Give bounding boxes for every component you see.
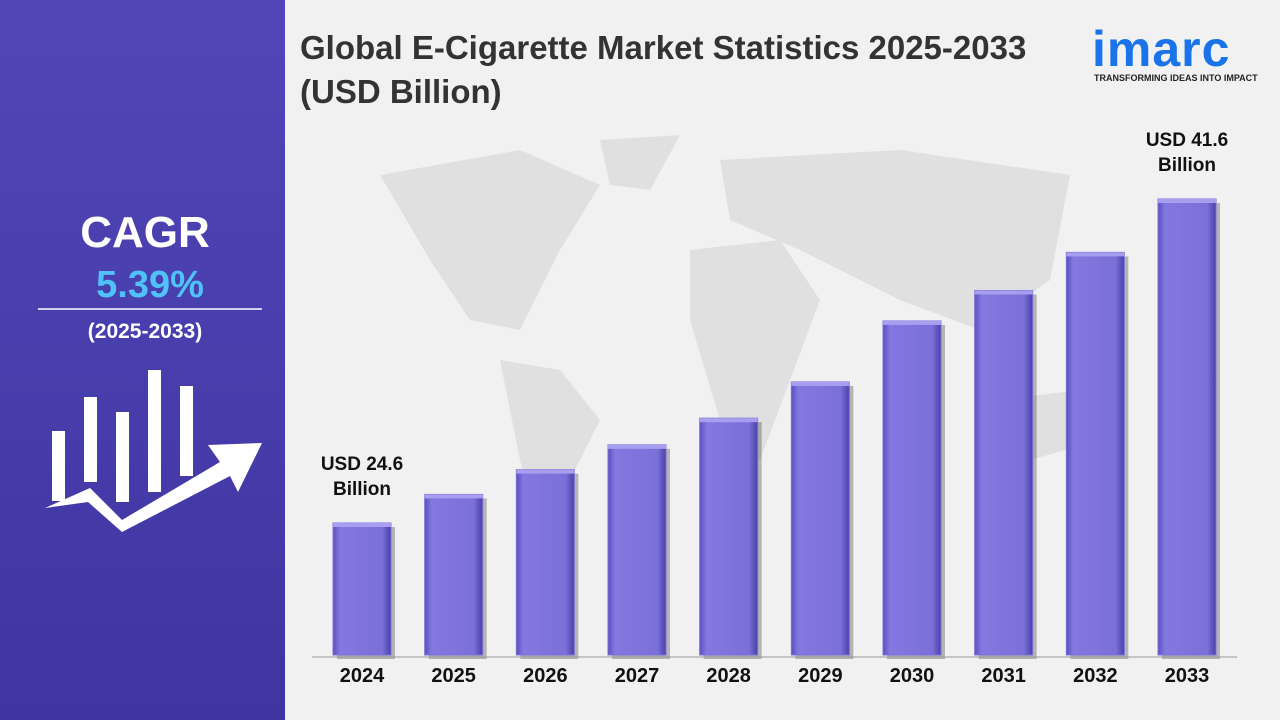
x-tick-label: 2033 <box>1164 665 1210 687</box>
bar-top <box>608 444 666 449</box>
bar <box>607 444 667 656</box>
x-tick-label: 2031 <box>981 665 1026 687</box>
bar-top <box>516 469 575 474</box>
world-map <box>380 135 1100 540</box>
x-tick-label: 2026 <box>523 665 568 687</box>
x-tick-label: 2027 <box>614 665 660 687</box>
bar-top <box>1066 252 1125 257</box>
bar-top <box>791 381 850 386</box>
bar <box>1157 198 1217 656</box>
cagr-rate: 5.39% <box>96 264 204 306</box>
cagr-heading: CAGR <box>80 208 210 257</box>
bar <box>699 417 759 656</box>
bar-top <box>883 320 941 325</box>
sidebar <box>0 0 285 720</box>
bar-top <box>1158 199 1216 203</box>
bar <box>974 289 1034 656</box>
bar <box>1065 251 1125 656</box>
bar <box>882 320 942 656</box>
tagline: TRANSFORMING IDEAS INTO IMPACT <box>1094 73 1258 83</box>
bar <box>515 469 575 656</box>
cagr-period: (2025-2033) <box>87 320 203 343</box>
bar-top <box>699 418 758 423</box>
x-tick-label: 2028 <box>706 665 751 687</box>
value-label: USD 41.6 Billion <box>1145 130 1229 176</box>
bar <box>790 381 850 656</box>
growth-icon <box>45 370 262 532</box>
logo: imarc <box>1092 21 1231 77</box>
bar-top <box>424 494 483 499</box>
x-tick-label: 2032 <box>1073 665 1118 687</box>
chart-title: Global E-Cigarette Market Statistics 202… <box>300 29 1027 110</box>
bar-top <box>974 290 1033 295</box>
bar-top <box>333 523 391 527</box>
bar <box>424 493 484 656</box>
x-tick-label: 2029 <box>798 665 843 687</box>
x-tick-label: 2030 <box>889 665 935 687</box>
value-label: USD 24.6 Billion <box>320 454 404 500</box>
x-tick-label: 2024 <box>339 665 385 687</box>
x-tick-label: 2025 <box>431 665 476 687</box>
bar <box>332 522 392 656</box>
